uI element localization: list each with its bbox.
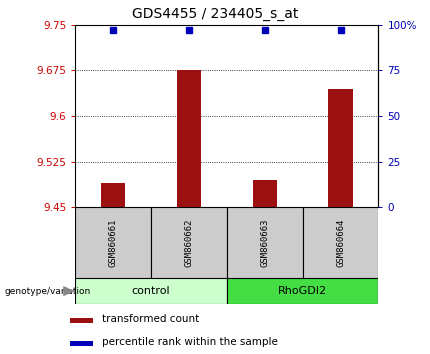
Text: control: control [132, 286, 170, 296]
Bar [177, 70, 201, 207]
Text: RhoGDI2: RhoGDI2 [278, 286, 327, 296]
Text: GSM860661: GSM860661 [109, 218, 118, 267]
Text: GSM860664: GSM860664 [336, 218, 345, 267]
Bar [252, 180, 277, 207]
Bar [227, 207, 303, 278]
Text: GSM860662: GSM860662 [184, 218, 194, 267]
Text: GSM860663: GSM860663 [260, 218, 269, 267]
Text: percentile rank within the sample: percentile rank within the sample [102, 337, 278, 347]
Text: genotype/variation: genotype/variation [4, 287, 91, 296]
Bar [329, 88, 353, 207]
Bar [70, 341, 93, 346]
Bar [75, 278, 227, 304]
Text: transformed count: transformed count [102, 314, 200, 324]
Text: GDS4455 / 234405_s_at: GDS4455 / 234405_s_at [132, 7, 298, 21]
Bar [70, 318, 93, 323]
Bar [75, 207, 151, 278]
Bar [303, 207, 378, 278]
Bar [151, 207, 227, 278]
Bar [101, 183, 125, 207]
Bar [227, 278, 378, 304]
